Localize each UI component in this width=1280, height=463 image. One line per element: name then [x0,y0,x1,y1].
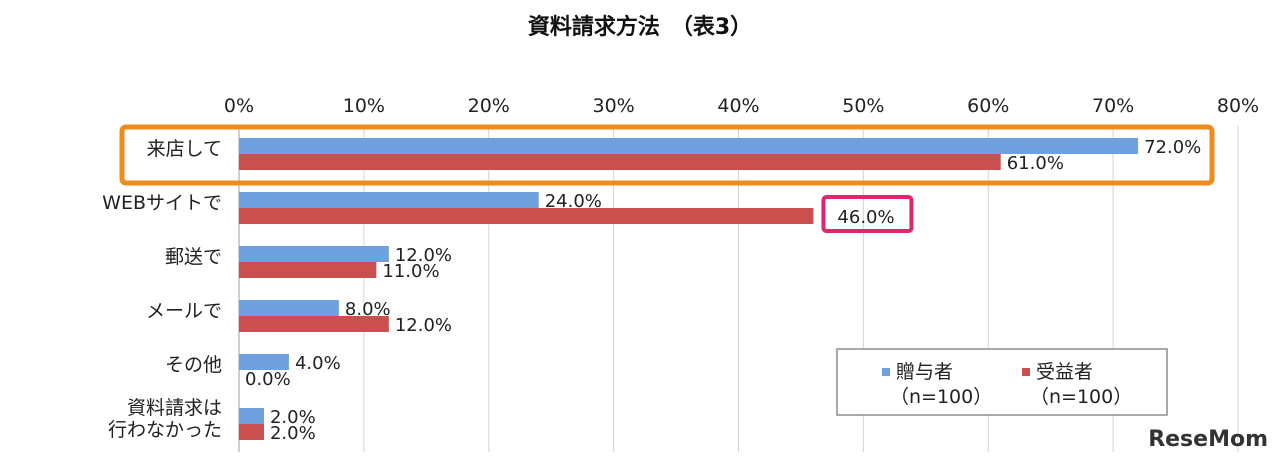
legend-box [836,348,1168,416]
bar-donor [239,138,1139,154]
category-label-line: 資料請求は [127,397,222,419]
x-tick-label: 80% [1217,95,1259,117]
category-label-line: 行わなかった [108,419,222,441]
x-tick-label: 0% [224,95,254,117]
highlight-box-value [821,195,914,233]
bar-recipient [239,424,264,440]
bar-donor [239,246,389,262]
highlight-boxes [119,124,1215,233]
legend-count-label: （n=100） [890,386,992,408]
data-label: 24.0% [545,191,602,212]
bar-donor [239,354,289,370]
bar-donor [239,408,264,424]
data-label: 46.0% [837,207,894,228]
legend-series-name: 受益者 [1036,361,1093,383]
x-tick-label: 20% [468,95,510,117]
legend-swatch [882,368,890,376]
category-label: WEBサイトで [102,192,222,214]
bar-recipient [239,154,1001,170]
x-tick-label: 60% [967,95,1009,117]
bar-donor [239,300,339,316]
data-label: 61.0% [1007,153,1064,174]
bar-recipient [239,262,377,278]
data-label: 0.0% [245,369,291,390]
grid-lines [238,125,1239,452]
chart-title: 資料請求方法 （表3） [528,14,752,40]
data-label: 72.0% [1144,137,1201,158]
data-label: 12.0% [395,245,452,266]
category-label: その他 [165,354,222,376]
bar-recipient [239,316,389,332]
bars [239,138,1139,440]
data-labels: 72.0%61.0%24.0%46.0%12.0%11.0%8.0%12.0%4… [245,137,1201,444]
x-tick-label: 40% [717,95,759,117]
category-label: 郵送で [165,246,222,268]
category-label: 資料請求は行わなかった [108,397,222,441]
data-label: 2.0% [270,423,316,444]
legend-count-label: （n=100） [1030,386,1132,408]
x-tick-label: 50% [842,95,884,117]
bar-recipient [239,208,814,224]
data-label: 8.0% [345,299,391,320]
data-label: 11.0% [382,261,439,282]
x-tick-label: 30% [593,95,635,117]
legend-series-name: 贈与者 [896,361,953,383]
legend-swatch [1022,368,1030,376]
bar-donor [239,192,539,208]
highlight-box-category [119,124,1215,186]
category-label: メールで [146,300,222,322]
category-label: 来店して [147,138,222,160]
data-label: 2.0% [270,407,316,428]
data-label: 4.0% [295,353,341,374]
watermark-logo: ReseMom [1148,427,1268,452]
x-tick-label: 70% [1092,95,1134,117]
x-tick-label: 10% [343,95,385,117]
data-label: 12.0% [395,315,452,336]
legend: 贈与者 （n=100） 受益者 （n=100） [836,348,1168,416]
